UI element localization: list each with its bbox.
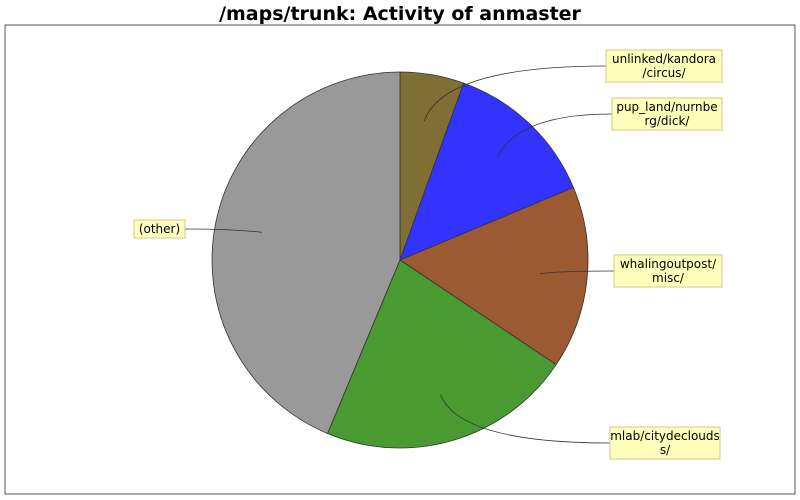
slice-label-text: mlab/citydeclouds — [610, 429, 720, 443]
slice-label-box — [133, 219, 186, 239]
label-leaders — [184, 65, 615, 444]
slice-label: whalingoutpost/misc/ — [613, 254, 723, 288]
slice-label-box — [605, 49, 723, 83]
pie-slices — [211, 71, 589, 449]
pie-slice — [326, 259, 557, 449]
slice-label-box — [613, 254, 723, 288]
slice-labels: unlinked/kandora/circus/pup_land/nurnber… — [133, 49, 723, 460]
slice-label-text: rg/dick/ — [645, 114, 691, 128]
slice-leader-line — [496, 113, 613, 158]
slice-label-text: whalingoutpost/ — [620, 257, 717, 271]
slice-label: (other) — [133, 219, 186, 239]
slice-leader-line — [423, 65, 607, 122]
slice-label-text: s/ — [660, 443, 671, 457]
pie-slice — [211, 71, 401, 434]
slice-label-box — [609, 426, 721, 460]
slice-leader-line — [184, 228, 262, 233]
pie-slice — [399, 186, 589, 366]
chart-title: /maps/trunk: Activity of anmaster — [219, 3, 581, 25]
slice-label-text: pup_land/nurnbe — [616, 100, 717, 114]
slice-leader-line — [440, 394, 611, 444]
slice-label: unlinked/kandora/circus/ — [605, 49, 723, 83]
slice-label-box — [611, 97, 723, 131]
slice-label-text: unlinked/kandora — [612, 52, 716, 66]
slice-leader-line — [540, 270, 615, 275]
slice-label-text: misc/ — [652, 271, 685, 285]
slice-label-text: (other) — [139, 222, 180, 236]
slice-label-text: /circus/ — [642, 66, 686, 80]
